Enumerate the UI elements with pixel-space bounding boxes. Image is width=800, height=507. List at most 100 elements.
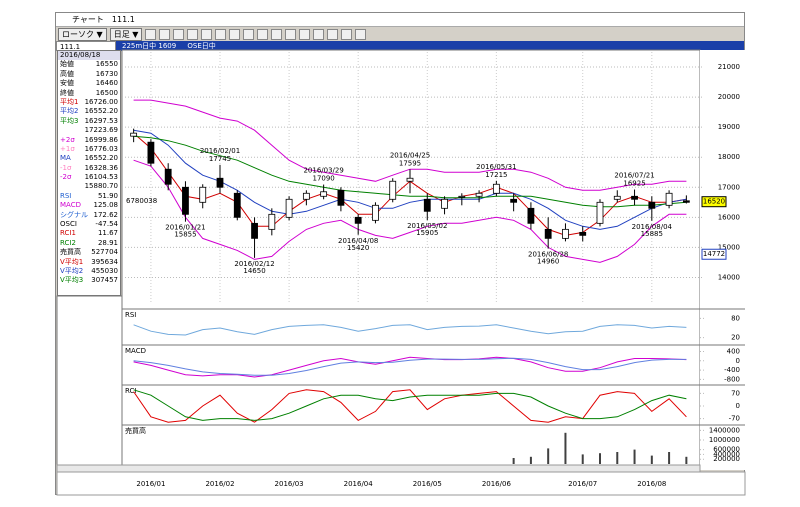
panel-title: RCI: [125, 387, 136, 395]
x-tick-label: 2016/04: [344, 480, 374, 488]
y-tick-label: 600000: [713, 446, 740, 454]
info-value: -47.54: [95, 220, 118, 229]
market: OSE日中: [187, 42, 216, 50]
annotation-value: 14960: [537, 258, 559, 266]
volume-bar: [547, 448, 550, 464]
candle-body: [423, 198, 431, 212]
info-value: 455030: [91, 266, 118, 275]
info-value: 307457: [91, 276, 118, 285]
y-tick-label: -70: [729, 415, 740, 423]
info-row: -2σ 16104.53: [58, 173, 120, 182]
candle-body: [233, 192, 241, 218]
info-value: 16500: [95, 88, 118, 97]
annotation-value: 15855: [174, 231, 196, 239]
info-row: MACD 125.08: [58, 201, 120, 210]
info-panel: 2016/08/18 始値 16550 高値 16730 安値 16460 終値 16500 平均…: [57, 50, 121, 296]
candle-body: [251, 222, 258, 239]
tool-icon[interactable]: [299, 28, 311, 40]
annotation-date: 2016/07/21: [614, 172, 654, 180]
series-line: [133, 159, 687, 263]
y-tick-label: 14000: [718, 273, 740, 281]
info-label: 平均1: [60, 97, 79, 106]
scrollbar[interactable]: [56, 464, 701, 473]
y-tick-label: 1000000: [709, 436, 740, 444]
tool-icon[interactable]: [201, 28, 213, 40]
annotation-value: 15420: [347, 244, 369, 252]
info-value: 16552.20: [84, 154, 118, 163]
tool-icon[interactable]: [145, 28, 157, 40]
info-value: 16328.36: [84, 163, 118, 172]
tool-icon[interactable]: [285, 28, 297, 40]
series-line: [133, 357, 687, 376]
tool-icon[interactable]: [313, 28, 325, 40]
info-label: V平均3: [60, 276, 84, 285]
candle-body: [579, 231, 587, 236]
series-line: [133, 99, 687, 191]
candle-body: [182, 186, 189, 215]
info-value: 125.08: [93, 201, 119, 210]
info-value: 16552.20: [84, 107, 118, 116]
info-row: 終値 16500: [58, 89, 120, 98]
info-row: 平均2 16552.20: [58, 107, 120, 116]
info-row: V平均2 455030: [58, 267, 120, 276]
info-row: 平均1 16726.00: [58, 98, 120, 107]
info-row: +1σ 16776.03: [58, 145, 120, 154]
y-tick-label: 400: [727, 347, 740, 355]
date-axis: [56, 471, 746, 496]
info-label: +1σ: [60, 144, 75, 153]
annotation-value: 15905: [416, 229, 438, 237]
info-label: -1σ: [60, 163, 72, 172]
candle-body: [302, 192, 310, 200]
panel-title: RSI: [125, 311, 136, 319]
y-tick-label: 20000: [718, 93, 740, 101]
candle-body: [665, 192, 673, 206]
info-row: シグナル 172.62: [58, 211, 120, 220]
candle-body: [372, 204, 379, 221]
candle-body: [510, 198, 518, 203]
info-row: 始値 16550: [58, 60, 120, 69]
candle-body: [268, 213, 276, 230]
candle-body: [613, 195, 621, 200]
interval-button[interactable]: 日足 ▼: [109, 27, 143, 41]
tool-icon[interactable]: [187, 28, 199, 40]
annotation-value: 17595: [399, 159, 421, 167]
info-value: 11.67: [97, 229, 118, 238]
info-label: -2σ: [60, 173, 72, 182]
volume-bar: [581, 454, 584, 464]
info-label: MACD: [60, 201, 81, 210]
instrument-bar: 225m日中 1609 OSE日中: [116, 41, 744, 51]
info-value: 395634: [91, 257, 118, 266]
annotation-date: 2016/05/02: [407, 222, 447, 230]
tool-icon[interactable]: [341, 28, 353, 40]
tool-icon[interactable]: [271, 28, 283, 40]
chart-style-button[interactable]: ローソク ▼: [58, 27, 107, 41]
info-row: MA 16552.20: [58, 154, 120, 163]
x-tick-label: 2016/06: [482, 480, 512, 488]
info-value: 16730: [95, 69, 118, 78]
info-label: RSI: [60, 191, 72, 200]
tool-icon[interactable]: [327, 28, 339, 40]
tool-icon[interactable]: [215, 28, 227, 40]
candle-body: [406, 177, 414, 182]
candle-body: [389, 180, 397, 200]
info-label: 平均3: [60, 116, 79, 125]
info-value: 16460: [95, 79, 118, 88]
tool-icon[interactable]: [229, 28, 241, 40]
tool-icon[interactable]: [355, 28, 367, 40]
info-value: 28.91: [97, 238, 118, 247]
x-tick-label: 2016/02: [205, 480, 234, 488]
info-value: 16999.86: [84, 135, 118, 144]
tool-icon[interactable]: [159, 28, 171, 40]
candle-body: [562, 228, 569, 239]
y-tick-label: 400000: [713, 450, 740, 458]
tool-icon[interactable]: [173, 28, 185, 40]
info-value: 15880.70: [84, 182, 118, 191]
y-tick-label: 17000: [718, 183, 740, 191]
volume-bar: [616, 452, 619, 464]
note: 6780038: [126, 197, 157, 205]
tool-icon[interactable]: [257, 28, 269, 40]
tool-icon[interactable]: [243, 28, 255, 40]
y-tick-label: 80: [731, 314, 740, 322]
